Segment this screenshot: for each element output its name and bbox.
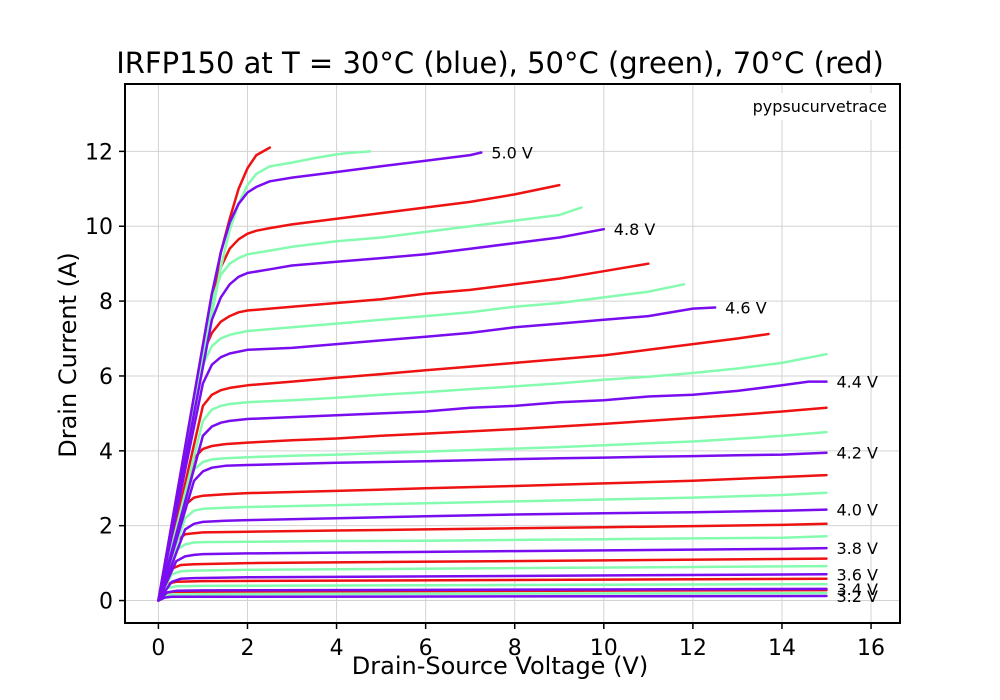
series-line-30c-4.8v <box>157 227 606 602</box>
series-line-70c-4.0v <box>157 473 828 602</box>
x-tick-label: 2 <box>240 636 254 661</box>
x-tick-label: 16 <box>857 636 885 661</box>
gate-voltage-label: 3.8 V <box>837 539 879 558</box>
series-line-30c-5.0v <box>157 151 483 602</box>
annotation-text: pypsucurvetrace <box>753 97 887 116</box>
series-line-30c-3.6v <box>157 573 828 602</box>
series-line-50c-4.4v <box>157 352 828 602</box>
x-tick-label: 8 <box>508 636 522 661</box>
gate-voltage-label: 3.4 V <box>837 580 879 599</box>
series-line-30c-3.2v <box>157 594 828 602</box>
series-line-70c-4.6v <box>157 262 650 602</box>
gate-voltage-label: 4.2 V <box>837 444 879 463</box>
series-group <box>157 146 828 602</box>
series-line-50c-3.8v <box>157 534 828 602</box>
series-line-70c-4.4v <box>157 332 770 602</box>
y-tick-label: 2 <box>99 515 113 540</box>
series-line-30c-4.0v <box>157 508 828 602</box>
curve-labels: 5.0 V 4.8 V 4.6 V 4.4 V 4.2 V 4.0 V 3.8 V 3.6 V… <box>491 143 878 606</box>
y-tick-label: 4 <box>99 440 113 465</box>
series-line-70c-4.2v <box>157 406 828 602</box>
chart-title: IRFP150 at T = 30°C (blue), 50°C (green)… <box>116 46 884 80</box>
series-line-30c-3.4v <box>157 587 828 602</box>
x-tick-label: 14 <box>768 636 796 661</box>
annotation-group: pypsucurvetrace <box>746 93 893 120</box>
x-tick-label: 4 <box>330 636 344 661</box>
y-tick-label: 12 <box>85 140 113 165</box>
series-line-30c-4.6v <box>157 306 717 602</box>
series-line-50c-4.6v <box>157 283 686 602</box>
grid <box>125 84 900 623</box>
x-axis-label: Drain-Source Voltage (V) <box>351 652 649 680</box>
ticks: 0 2 4 6 8 10 12 14 16 0 2 4 6 8 10 12 <box>85 140 885 661</box>
series-line-50c-4.2v <box>157 430 828 602</box>
gate-voltage-label: 3.2 V <box>837 587 879 606</box>
y-tick-label: 8 <box>99 290 113 315</box>
annotation-box <box>746 93 893 120</box>
series-line-50c-4.0v <box>157 491 828 602</box>
gate-voltage-label: 3.6 V <box>837 565 879 584</box>
series-line-50c-4.8v <box>157 206 583 602</box>
y-tick-label: 10 <box>85 215 113 240</box>
series-line-30c-3.8v <box>157 546 828 602</box>
series-line-30c-4.4v <box>157 380 828 602</box>
y-tick-label: 0 <box>99 590 113 615</box>
series-line-30c-4.2v <box>157 451 828 602</box>
gate-voltage-label: 4.8 V <box>614 220 656 239</box>
x-tick-label: 10 <box>590 636 618 661</box>
series-line-70c-4.8v <box>157 183 561 602</box>
gate-voltage-label: 4.6 V <box>725 298 767 317</box>
x-tick-label: 0 <box>151 636 165 661</box>
series-line-50c-5.0v <box>157 150 372 602</box>
gate-voltage-label: 4.0 V <box>837 501 879 520</box>
series-line-70c-3.8v <box>157 522 828 602</box>
gate-voltage-label: 4.4 V <box>837 373 879 392</box>
x-tick-label: 12 <box>679 636 707 661</box>
x-tick-label: 6 <box>419 636 433 661</box>
plot-frame <box>124 83 901 624</box>
y-tick-label: 6 <box>99 365 113 390</box>
gate-voltage-label: 5.0 V <box>491 143 533 162</box>
